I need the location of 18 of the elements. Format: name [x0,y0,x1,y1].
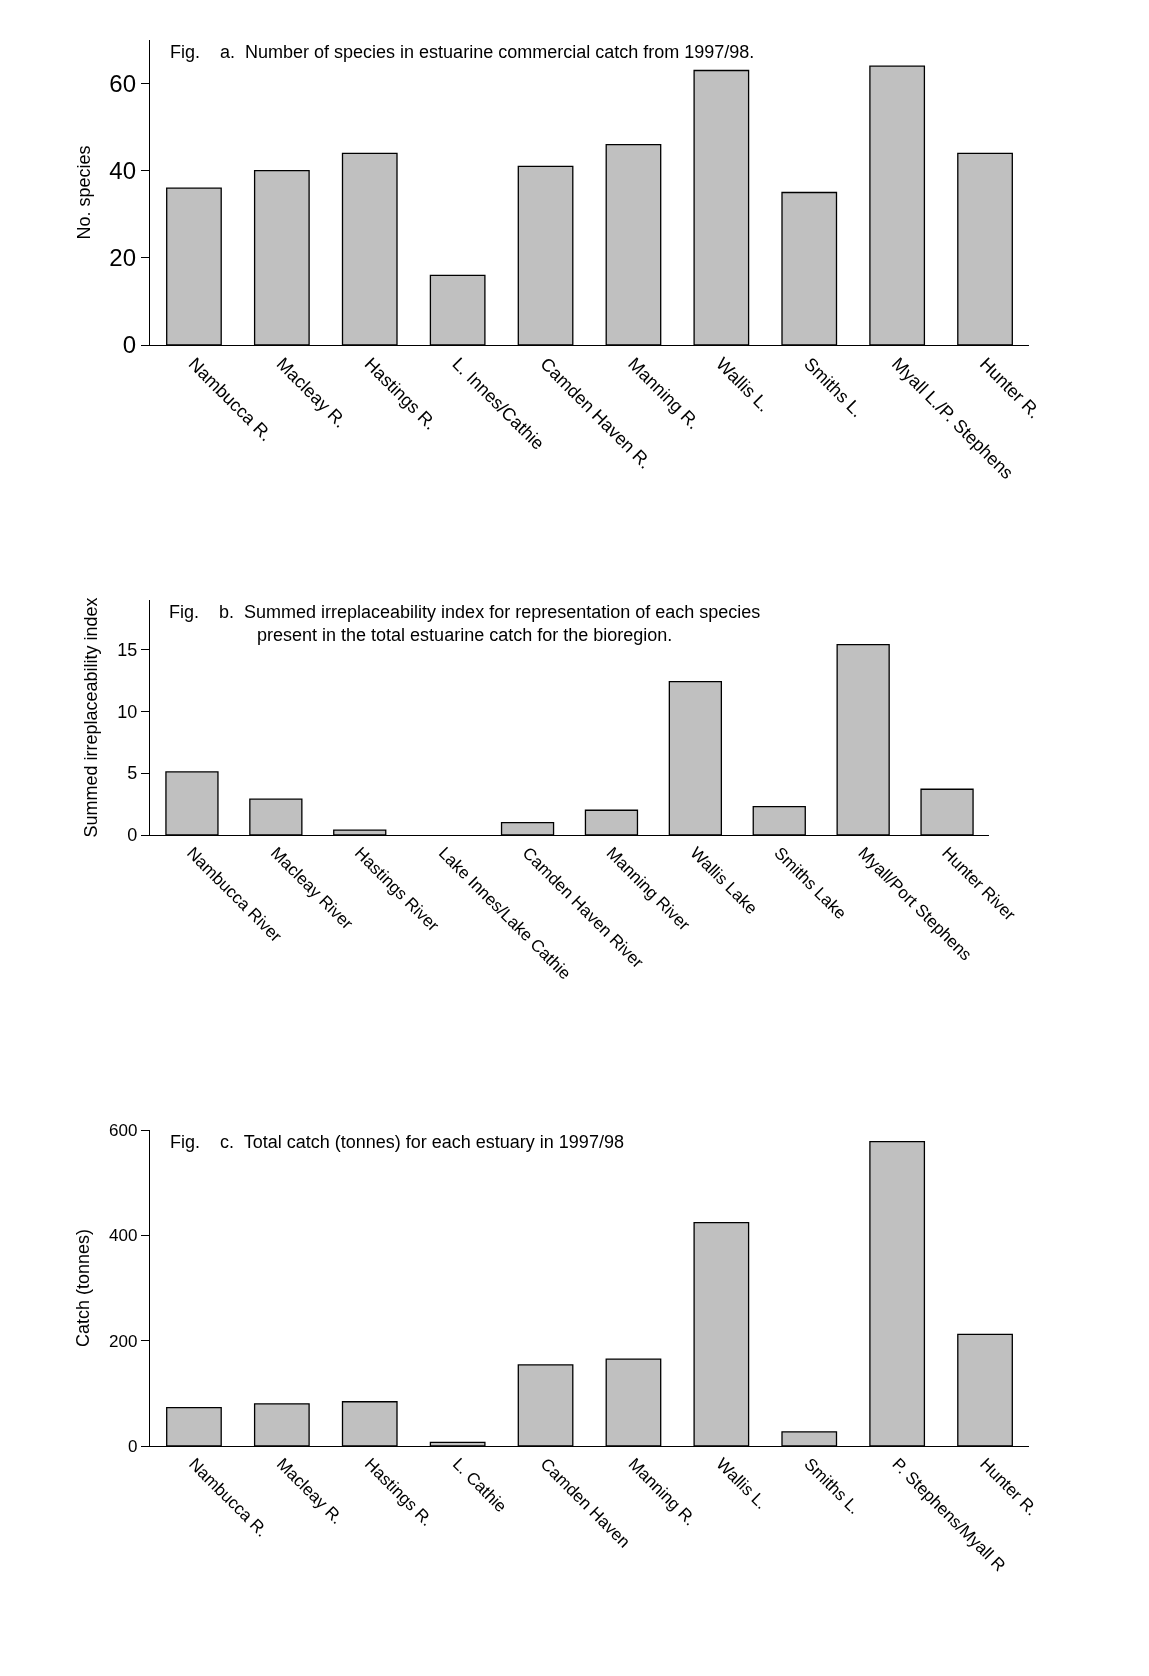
y-tick-label: 20 [109,244,137,272]
y-tick-label: 15 [117,639,138,660]
y-tick-label: 600 [109,1120,138,1140]
y-axis-title: Summed irreplaceability index [81,597,102,838]
y-tick-label: 200 [109,1331,138,1351]
y-tick-label: 5 [127,763,138,784]
y-tick-label: 0 [127,825,138,846]
y-tick-label: 10 [117,701,138,722]
y-tick-label: 0 [122,331,137,359]
y-axis-title: Catch (tonnes) [73,1228,94,1348]
chart-title: Fig. a. Number of species in estuarine commercial catch from 1997/98. [170,42,755,62]
chart-title: Fig. c. Total catch (tonnes) for each estuary in 1997/98 [170,1132,624,1152]
y-tick-label: 40 [109,157,137,185]
text: Fig. b. Summed irreplaceability index for representation of each species present in the total estuarine catch for the bioregion. [169,602,761,646]
y-tick-label: 400 [109,1226,138,1246]
y-tick-label: 0 [127,1436,138,1456]
y-tick-label: 60 [109,69,137,97]
y-axis-title: No. species [73,145,94,240]
